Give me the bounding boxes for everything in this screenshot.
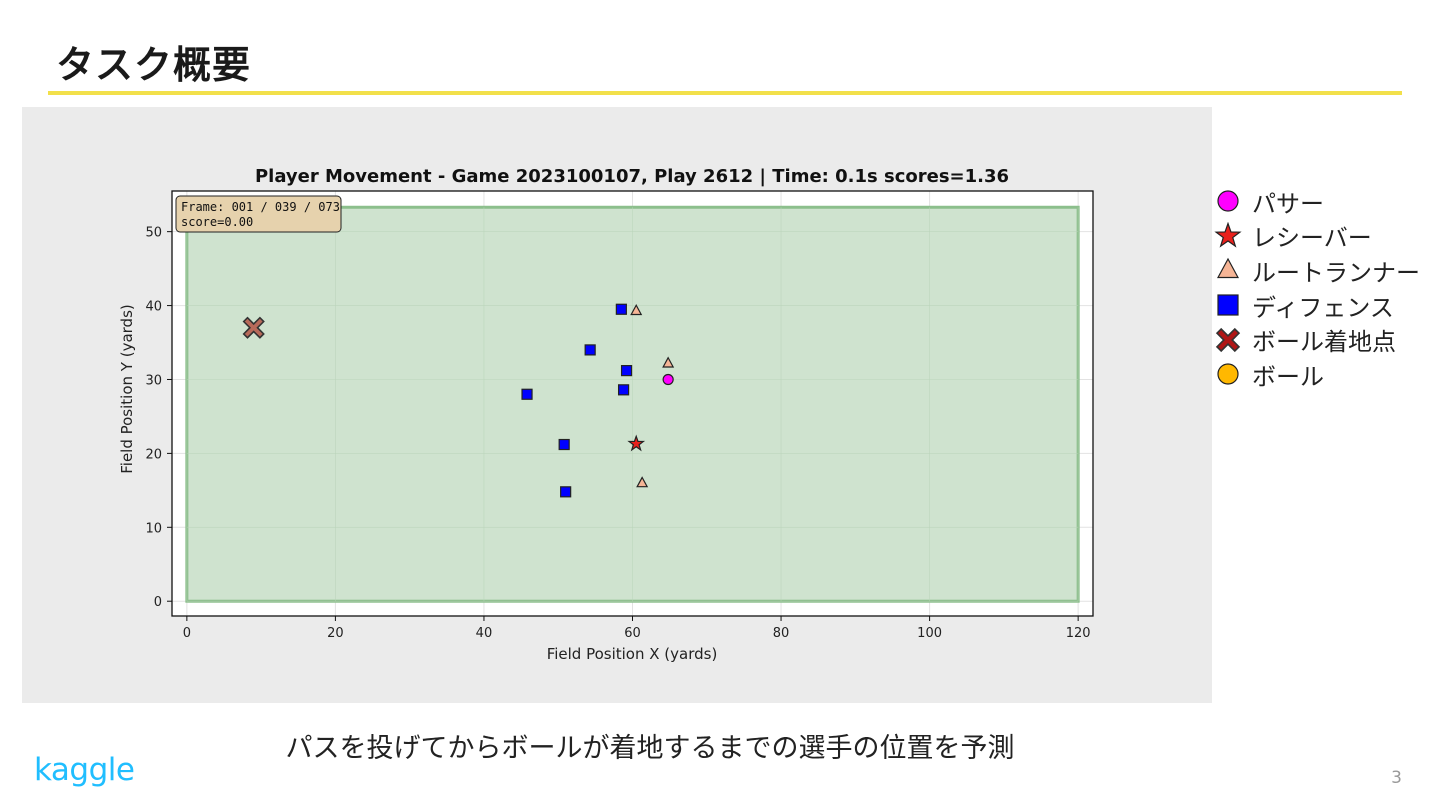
kaggle-logo: kaggle [34, 752, 135, 788]
x-tick-label: 80 [773, 626, 790, 641]
legend-label: ルートランナー [1252, 258, 1420, 287]
legend-marker-x-icon [1215, 327, 1241, 352]
legend-marker-shape [1217, 363, 1239, 385]
legend-marker-shape [1215, 327, 1241, 352]
info-box-frame: Frame: 001 / 039 / 073 [181, 200, 340, 214]
legend-label: パサー [1252, 189, 1324, 218]
page-number: 3 [1391, 768, 1402, 788]
data-point-square [617, 384, 630, 396]
y-tick-label: 0 [154, 595, 162, 610]
legend-marker-circle-icon [1217, 363, 1239, 385]
legend-marker-shape [1216, 258, 1240, 279]
legend-item: パサー [1214, 184, 1434, 219]
title-underline [48, 91, 1402, 95]
x-tick-label: 120 [1066, 626, 1091, 641]
x-tick-label: 100 [917, 626, 942, 641]
legend-marker-shape [1217, 190, 1239, 212]
legend-label: ボール着地点 [1252, 328, 1396, 357]
x-tick-label: 60 [624, 626, 641, 641]
legend-item: ボール着地点 [1214, 322, 1434, 357]
legend-marker-star-icon [1214, 221, 1242, 248]
legend-marker-shape [1217, 294, 1239, 316]
y-tick-label: 20 [145, 447, 162, 462]
legend-item: ディフェンス [1214, 288, 1434, 323]
data-point-square [620, 365, 633, 377]
x-tick-label: 0 [183, 626, 191, 641]
y-tick-label: 50 [145, 226, 162, 241]
legend-marker-circle-icon [1217, 190, 1239, 212]
slide-caption: パスを投げてからボールが着地するまでの選手の位置を予測 [285, 733, 1015, 764]
data-point-square [558, 438, 570, 451]
chart-panel: Player Movement - Game 2023100107, Play … [22, 107, 1212, 703]
data-point-square [560, 486, 572, 498]
slide-title: タスク概要 [56, 43, 252, 87]
data-point-square [521, 388, 533, 400]
data-point-triangle [662, 356, 675, 368]
y-tick-label: 30 [145, 373, 162, 388]
legend: パサーレシーバールートランナー ディフェンス ボール着地点 ボール [1214, 184, 1434, 392]
legend-item: ルートランナー [1214, 253, 1434, 288]
scatter-chart: Player Movement - Game 2023100107, Play … [118, 166, 1094, 663]
y-tick-label: 40 [145, 300, 162, 315]
y-tick-label: 10 [145, 521, 162, 536]
legend-label: ボール [1252, 362, 1324, 391]
x-tick-label: 40 [476, 626, 493, 641]
x-tick-label: 20 [327, 626, 344, 641]
data-point-square [584, 344, 596, 356]
legend-label: レシーバー [1252, 224, 1372, 253]
x-axis-label: Field Position X (yards) [547, 645, 718, 663]
legend-item: レシーバー [1214, 219, 1434, 254]
info-box [175, 195, 342, 233]
legend-marker-triangle-icon [1216, 258, 1240, 279]
data-point-circle [662, 373, 674, 386]
legend-label: ディフェンス [1252, 293, 1394, 322]
y-axis-label: Field Position Y (yards) [118, 304, 136, 474]
data-point-triangle [636, 476, 649, 488]
data-point-star [627, 434, 646, 452]
info-box-score: score=0.00 [181, 215, 253, 229]
data-point-x [242, 316, 265, 339]
legend-marker-square-icon [1217, 294, 1239, 316]
legend-marker-shape [1214, 221, 1242, 248]
chart-title: Player Movement - Game 2023100107, Play … [255, 166, 1009, 187]
data-point-square [615, 303, 627, 315]
legend-item: ボール [1214, 357, 1434, 392]
data-point-triangle [630, 303, 643, 316]
